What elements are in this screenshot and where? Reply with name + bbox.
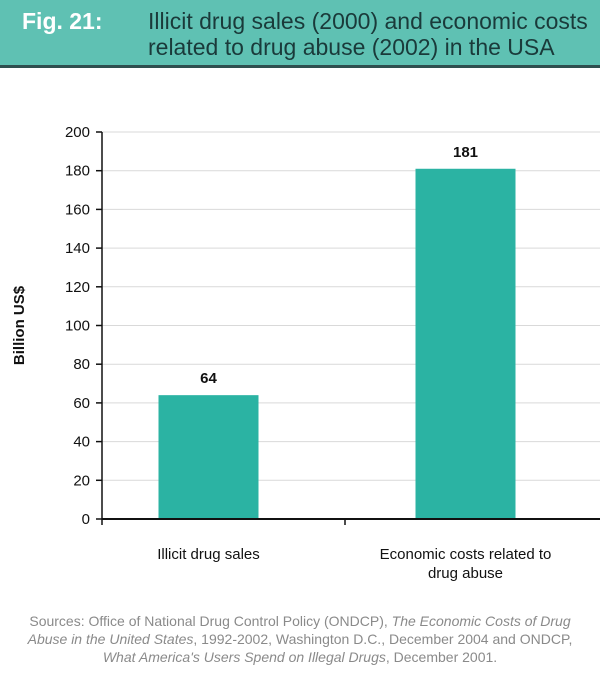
y-tick-label: 100 bbox=[65, 318, 90, 335]
category-label: drug abuse bbox=[428, 565, 503, 582]
bar bbox=[158, 395, 259, 519]
data-label: 181 bbox=[453, 144, 478, 161]
source-text: , 1992-2002, Washington D.C., December 2… bbox=[193, 631, 573, 647]
y-tick-label: 200 bbox=[65, 124, 90, 141]
y-tick-label: 180 bbox=[65, 163, 90, 180]
source-title: The Economic Costs of Drug Abuse in the … bbox=[27, 613, 571, 647]
sources-note: Sources: Office of National Drug Control… bbox=[20, 612, 580, 666]
y-tick-label: 140 bbox=[65, 240, 90, 257]
bar-chart: 0 20 40 60 80 100 120 140 160 180 200 Billion US$ 64… bbox=[11, 124, 600, 582]
figure-header: Fig. 21: Illicit drug sales (2000) and e… bbox=[0, 0, 600, 68]
category-label: Illicit drug sales bbox=[157, 546, 260, 563]
source-text: Sources: Office of National Drug Control… bbox=[29, 613, 392, 629]
source-text: , December 2001. bbox=[385, 649, 498, 665]
y-tick-label: 80 bbox=[73, 356, 90, 373]
bar bbox=[415, 168, 516, 519]
y-tick-label: 40 bbox=[73, 434, 90, 451]
figure-title: Illicit drug sales (2000) and economic c… bbox=[148, 8, 588, 60]
y-tick-label: 120 bbox=[65, 279, 90, 296]
source-title: What America's Users Spend on Illegal Dr… bbox=[102, 649, 386, 665]
y-tick-label: 20 bbox=[73, 472, 90, 489]
y-tick-label: 160 bbox=[65, 201, 90, 218]
y-tick-label: 0 bbox=[82, 511, 90, 528]
data-label: 64 bbox=[200, 370, 217, 387]
category-label: Economic costs related to bbox=[380, 546, 552, 563]
y-axis-label: Billion US$ bbox=[11, 285, 28, 365]
y-tick-label: 60 bbox=[73, 395, 90, 412]
figure-number: Fig. 21: bbox=[22, 8, 103, 34]
